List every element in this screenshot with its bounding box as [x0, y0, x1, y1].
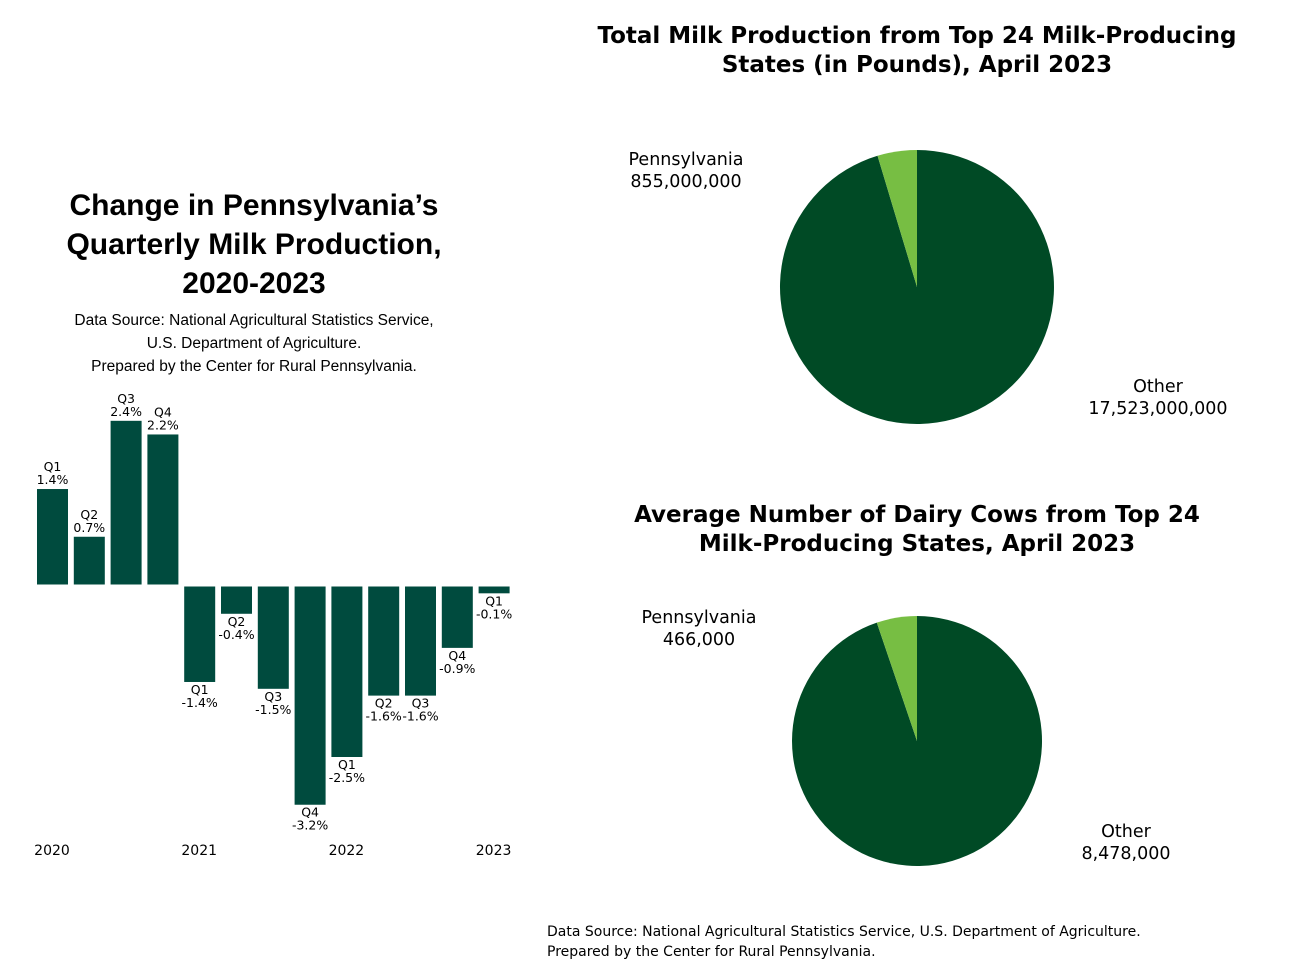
- pie-charts-source-line: Prepared by the Center for Rural Pennsyl…: [547, 944, 876, 960]
- bar-chart-source-line: U.S. Department of Agriculture.: [146, 335, 362, 352]
- year-tick-label: 2023: [476, 843, 512, 859]
- bar-quarter-label: Q4: [301, 805, 319, 820]
- pie-label-name: Pennsylvania: [628, 150, 744, 170]
- bar-quarter-label: Q4: [154, 404, 172, 419]
- bar-2021-q1: [184, 586, 216, 682]
- pie-label-pennsylvania: Pennsylvania 855,000,000: [606, 149, 766, 193]
- bar-value-label: 2.2%: [147, 417, 179, 432]
- bar-value-label: -1.6%: [402, 709, 438, 724]
- bar-2022-q4: [441, 586, 473, 648]
- bar-chart-source-line: Data Source: National Agricultural Stati…: [74, 312, 434, 329]
- bar-quarter-label: Q2: [228, 614, 246, 629]
- bar-value-label: -1.4%: [182, 695, 218, 710]
- bar-value-label: -0.1%: [476, 606, 512, 621]
- bar-quarter-label: Q3: [264, 689, 282, 704]
- pie-label-name: Pennsylvania: [641, 608, 757, 628]
- bar-value-label: 1.4%: [37, 472, 69, 487]
- year-tick-label: 2022: [329, 843, 365, 859]
- milk-production-pie: [779, 150, 1054, 424]
- pie-slice-pennsylvania: [876, 616, 917, 741]
- pie-label-other: Other 8,478,000: [1046, 821, 1206, 865]
- bar-quarter-label: Q2: [375, 696, 393, 711]
- bar-value-label: -1.5%: [255, 702, 291, 717]
- bar-chart-title-line: Change in Pennsylvania’s: [69, 189, 439, 222]
- pie-label-name: Other: [1101, 822, 1151, 842]
- pie-slice-pennsylvania: [877, 150, 917, 287]
- bar-value-label: 0.7%: [73, 520, 105, 535]
- bar-quarter-label: Q1: [191, 682, 209, 697]
- bar-chart-title-line: 2020-2023: [182, 267, 326, 300]
- pie-charts-source-line: Data Source: National Agricultural Stati…: [547, 924, 1141, 940]
- bar-chart-source-line: Prepared by the Center for Rural Pennsyl…: [91, 358, 417, 375]
- bar-quarter-label: Q3: [117, 391, 135, 406]
- bar-quarter-label: Q1: [338, 757, 356, 772]
- bar-2023-q1: [478, 586, 510, 594]
- bar-2021-q3: [257, 586, 289, 689]
- year-tick-label: 2020: [34, 843, 70, 859]
- bar-quarter-label: Q1: [485, 593, 503, 608]
- bar-quarter-label: Q1: [44, 459, 62, 474]
- pie-title-line: Average Number of Dairy Cows from Top 24: [634, 502, 1200, 528]
- pie-title-line: Total Milk Production from Top 24 Milk-P…: [597, 23, 1237, 49]
- bar-2021-q4: [294, 586, 326, 805]
- pie-label-pennsylvania: Pennsylvania 466,000: [619, 607, 779, 651]
- bar-chart-source: Data Source: National Agricultural Stati…: [20, 309, 488, 378]
- bar-2021-q2: [221, 586, 252, 614]
- pie-charts-source: Data Source: National Agricultural Stati…: [547, 922, 1141, 962]
- bar-2022-q3: [405, 586, 436, 696]
- bar-2022-q2: [368, 586, 400, 696]
- bar-chart: Q11.4%Q20.7%Q32.4% Q42.2%Q1-1.4%Q2-0.4%Q3…: [34, 391, 512, 859]
- bar-value-label: 2.4%: [110, 404, 142, 419]
- pie-label-value: 466,000: [662, 630, 736, 650]
- bar-chart-title: Change in Pennsylvania’s Quarterly Milk …: [14, 186, 494, 303]
- bar-2022-q1: [331, 586, 363, 757]
- pie-title-line: Milk-Producing States, April 2023: [698, 531, 1136, 557]
- year-tick-label: 2021: [181, 843, 217, 859]
- bar-value-label: -3.2%: [292, 818, 328, 833]
- pie-slice-other: [779, 150, 1054, 424]
- pie-label-name: Other: [1133, 377, 1183, 397]
- bar-chart-title-line: Quarterly Milk Production,: [66, 228, 442, 261]
- bar-value-label: -1.6%: [366, 709, 402, 724]
- bar-quarter-label: Q2: [80, 507, 98, 522]
- bar-2020-q3: [110, 420, 142, 585]
- bar-2020-q4: [147, 434, 179, 585]
- bar-value-label: -0.4%: [218, 627, 254, 642]
- pie-title-line: States (in Pounds), April 2023: [721, 52, 1113, 78]
- dairy-cows-pie-title: Average Number of Dairy Cows from Top 24…: [537, 501, 1297, 559]
- pie-slice-other: [792, 616, 1043, 866]
- pie-label-value: 855,000,000: [630, 172, 742, 192]
- bar-quarter-label: Q3: [412, 696, 430, 711]
- bar-value-label: -2.5%: [329, 770, 365, 785]
- bar-value-label: -0.9%: [439, 661, 475, 676]
- dairy-cows-pie: [792, 616, 1043, 866]
- pie-label-value: 8,478,000: [1081, 844, 1171, 864]
- milk-production-pie-title: Total Milk Production from Top 24 Milk-P…: [537, 22, 1297, 80]
- pie-label-value: 17,523,000,000: [1088, 399, 1228, 419]
- pie-label-other: Other 17,523,000,000: [1078, 376, 1238, 420]
- bar-quarter-label: Q4: [448, 648, 466, 663]
- bar-2020-q2: [73, 536, 105, 585]
- bar-2020-q1: [37, 489, 68, 585]
